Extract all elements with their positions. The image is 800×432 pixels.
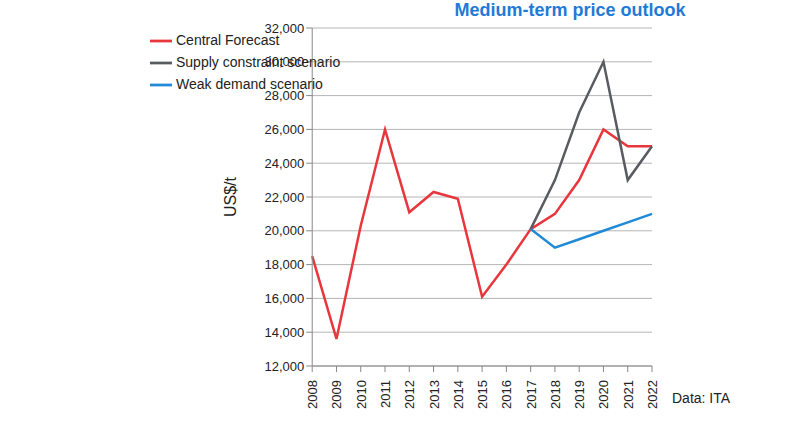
svg-text:18,000: 18,000	[264, 257, 304, 272]
svg-text:2014: 2014	[451, 380, 466, 409]
svg-text:26,000: 26,000	[264, 122, 304, 137]
svg-text:2016: 2016	[499, 380, 514, 409]
svg-text:24,000: 24,000	[264, 156, 304, 171]
svg-text:16,000: 16,000	[264, 291, 304, 306]
svg-text:2013: 2013	[427, 380, 442, 409]
svg-text:2019: 2019	[572, 380, 587, 409]
svg-text:22,000: 22,000	[264, 190, 304, 205]
svg-text:32,000: 32,000	[264, 21, 304, 36]
svg-text:2011: 2011	[378, 380, 393, 408]
svg-text:US$/t: US$/t	[222, 176, 239, 217]
svg-text:28,000: 28,000	[264, 88, 304, 103]
svg-text:2018: 2018	[548, 380, 563, 409]
svg-text:20,000: 20,000	[264, 223, 304, 238]
svg-text:30,000: 30,000	[264, 54, 304, 69]
svg-text:2008: 2008	[305, 380, 320, 409]
svg-text:14,000: 14,000	[264, 325, 304, 340]
svg-text:2010: 2010	[354, 380, 369, 409]
svg-text:2017: 2017	[524, 380, 539, 409]
svg-text:2022: 2022	[645, 380, 660, 409]
svg-text:2012: 2012	[402, 380, 417, 409]
svg-text:2015: 2015	[475, 380, 490, 409]
svg-text:12,000: 12,000	[264, 359, 304, 374]
svg-text:2020: 2020	[596, 380, 611, 409]
svg-text:2009: 2009	[329, 380, 344, 409]
svg-text:2021: 2021	[621, 380, 636, 409]
